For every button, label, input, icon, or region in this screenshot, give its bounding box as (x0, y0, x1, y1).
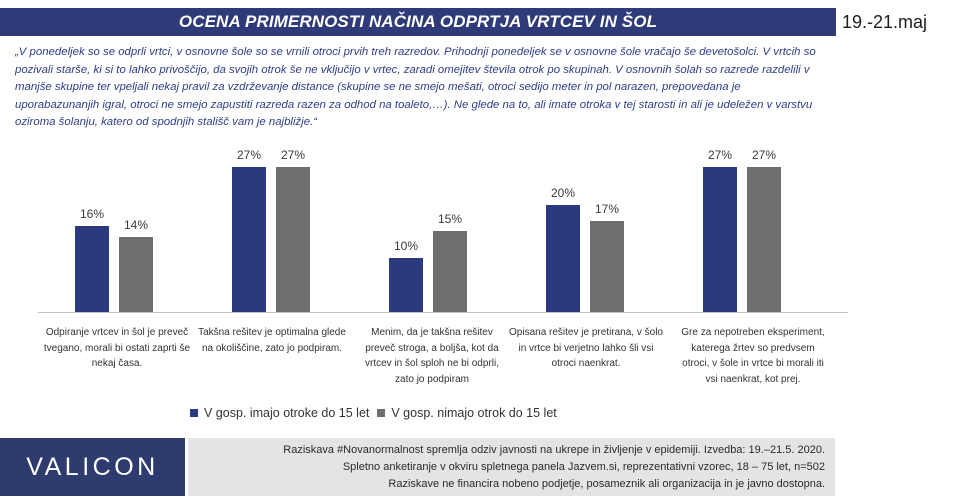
category-label-2: Takšna rešitev je optimalna glede na oko… (198, 327, 346, 354)
bar-with-children-2 (232, 167, 266, 312)
legend-label-without-children: V gosp. nimajo otrok do 15 let (391, 406, 557, 420)
footer-note: Raziskava #Novanormalnost spremlja odziv… (188, 438, 835, 496)
survey-question: „V ponedeljek so se odprli vrtci, v osno… (15, 46, 816, 129)
value-label-without-children-2: 27% (280, 148, 306, 162)
bar-with-children-5 (703, 167, 737, 312)
bar-without-children-2 (276, 167, 310, 312)
bar-with-children-4 (546, 204, 580, 312)
value-label-with-children-1: 16% (79, 207, 105, 222)
legend-swatch-with-children (190, 409, 198, 417)
category-label-3: Menim, da je takšna rešitev preveč strog… (365, 327, 499, 385)
chart-baseline (38, 312, 848, 313)
value-label-with-children-5: 27% (707, 148, 733, 162)
legend-swatch-without-children (377, 409, 386, 417)
category-label-1: Odpiranje vrtcev in šol je preveč tvegan… (43, 327, 191, 369)
bar-with-children-3 (389, 258, 423, 312)
valicon-logo-box: VALICON (0, 438, 185, 496)
survey-date: 19.-21.maj (842, 12, 928, 32)
footer-line-3: Raziskave ne financira nobeno podjetje, … (388, 477, 825, 490)
bar-without-children-4 (590, 220, 624, 312)
value-label-without-children-4: 17% (594, 201, 620, 216)
bar-with-children-1 (75, 226, 109, 312)
page-title: OCENA PRIMERNOSTI NAČINA ODPRTJA VRTCEV … (178, 12, 658, 31)
bar-without-children-5 (747, 167, 781, 312)
valicon-logo: VALICON (26, 452, 159, 481)
value-label-without-children-3: 15% (437, 212, 463, 227)
value-label-without-children-5: 27% (751, 148, 777, 162)
value-label-with-children-3: 10% (393, 239, 419, 254)
legend-item-with-children: V gosp. imajo otroke do 15 let (190, 406, 369, 420)
bar-without-children-3 (433, 231, 467, 312)
bar-without-children-1 (119, 236, 153, 312)
category-label-4: Opisana rešitev je pretirana, v šolo in … (509, 327, 663, 369)
title-bar: OCENA PRIMERNOSTI NAČINA ODPRTJA VRTCEV … (0, 8, 836, 36)
value-label-without-children-1: 14% (123, 217, 149, 232)
footer-line-2: Spletno anketiranje v okviru spletnega p… (342, 460, 825, 473)
footer-line-1: Raziskava #Novanormalnost spremlja odziv… (283, 444, 825, 456)
value-label-with-children-2: 27% (236, 148, 262, 162)
legend-label-with-children: V gosp. imajo otroke do 15 let (204, 406, 370, 420)
category-label-5: Gre za nepotreben eksperiment, katerega … (681, 327, 825, 385)
legend-item-without-children: V gosp. nimajo otrok do 15 let (377, 406, 557, 420)
chart-legend: V gosp. imajo otroke do 15 let V gosp. n… (190, 406, 565, 420)
value-label-with-children-4: 20% (550, 185, 576, 200)
